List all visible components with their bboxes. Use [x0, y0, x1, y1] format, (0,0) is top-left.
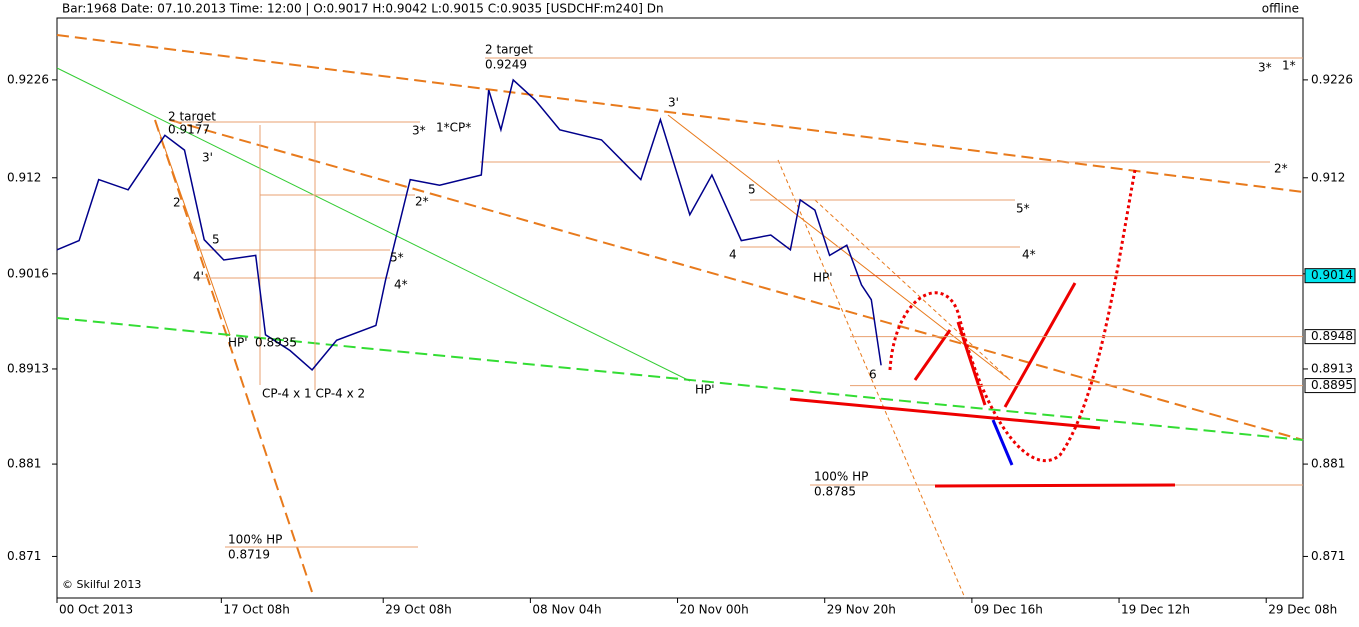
- y-tick-label: 0.8913: [1311, 361, 1353, 375]
- annotation: 0.8785: [814, 485, 856, 499]
- annotation: 5*: [1016, 202, 1030, 216]
- annotation: 5: [212, 233, 220, 247]
- x-tick-label: 20 Nov 00h: [680, 603, 749, 617]
- annotation: 4: [729, 248, 737, 262]
- header-info: Bar:1968 Date: 07.10.2013 Time: 12:00 | …: [62, 2, 664, 16]
- status: offline: [1262, 2, 1299, 16]
- y-tick-label-left: 0.9226: [7, 72, 49, 86]
- annotation: HP': [813, 271, 833, 285]
- y-tick-label-left: 0.881: [7, 457, 41, 471]
- annotation: 0.9177: [168, 123, 210, 137]
- annotation: 5*: [390, 251, 404, 265]
- price-level-label: 0.9014: [1311, 268, 1353, 282]
- price-level-box: [1304, 268, 1356, 284]
- annotation: HP': [228, 336, 248, 350]
- annotation: 2: [173, 196, 181, 210]
- annotation: 0.8719: [228, 548, 270, 562]
- annotation: 6: [869, 368, 877, 382]
- annotation: 4*: [1022, 248, 1036, 262]
- trend-lines: [56, 34, 1304, 599]
- y-tick-label-left: 0.912: [7, 170, 41, 184]
- y-tick-label-left: 0.871: [7, 549, 41, 563]
- annotation: 2 target: [168, 110, 216, 124]
- x-tick-label: 29 Oct 08h: [385, 603, 452, 617]
- x-tick-label: 09 Dec 16h: [974, 603, 1043, 617]
- y-tick-label: 0.881: [1311, 457, 1345, 471]
- annotation: 3*: [1258, 61, 1272, 75]
- annotation: 100% HP: [814, 470, 868, 484]
- y-tick-label-left: 0.8913: [7, 361, 49, 375]
- y-tick-label: 0.9226: [1311, 72, 1353, 86]
- annotation: 1*: [1282, 59, 1296, 73]
- y-tick-label: 0.912: [1311, 170, 1345, 184]
- y-tick-label: 0.871: [1311, 549, 1345, 563]
- price-line: [56, 78, 882, 371]
- annotation: 2*: [1274, 162, 1288, 176]
- annotation: 0.8935: [255, 336, 297, 350]
- y-tick-label-left: 0.9016: [7, 266, 49, 280]
- x-tick-label: 17 Oct 08h: [223, 603, 290, 617]
- annotation: 2*: [415, 195, 429, 209]
- annotation: HP': [695, 383, 715, 397]
- x-tick-label: 08 Nov 04h: [532, 603, 601, 617]
- annotation: 3*: [412, 124, 426, 138]
- x-tick-label: 29 Dec 08h: [1268, 603, 1337, 617]
- annotation: 1*CP*: [436, 121, 471, 135]
- copyright: © Skilful 2013: [62, 578, 141, 591]
- price-level-box: [1304, 329, 1356, 345]
- annotation: 100% HP: [228, 533, 282, 547]
- annotation: 5: [748, 183, 756, 197]
- annotation: 4*: [394, 278, 408, 292]
- annotation: 2 target: [485, 43, 533, 57]
- price-level-box: [1304, 378, 1356, 394]
- x-tick-label: 00 Oct 2013: [59, 603, 133, 617]
- plot-frame: [56, 17, 1304, 599]
- x-tick-label: 19 Dec 12h: [1121, 603, 1190, 617]
- price-level-label: 0.8948: [1311, 329, 1353, 343]
- annotation: 4': [193, 270, 204, 284]
- x-tick-label: 29 Nov 20h: [827, 603, 896, 617]
- annotation: 3': [202, 151, 213, 165]
- annotation: 3': [668, 96, 679, 110]
- annotation: 0.9249: [485, 58, 527, 72]
- annotation: CP-4 x 1 CP-4 x 2: [262, 387, 365, 401]
- price-level-label: 0.8895: [1311, 378, 1353, 392]
